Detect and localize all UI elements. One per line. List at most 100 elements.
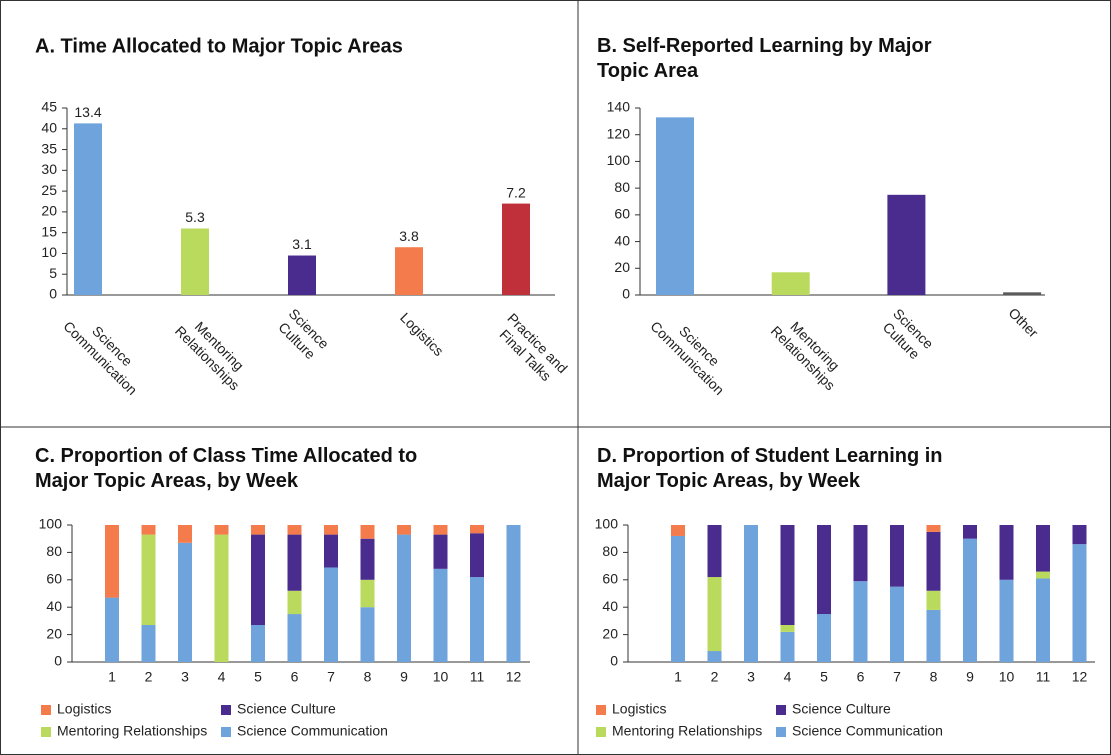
bar-segment [470, 533, 484, 578]
bar-segment [1036, 525, 1050, 572]
x-tick-label: 12 [1072, 669, 1088, 685]
y-tick-label: 100 [607, 152, 631, 168]
y-tick-label: 0 [622, 286, 630, 302]
bar-segment [324, 534, 338, 568]
bar-annotation: 3.1 [292, 236, 312, 252]
bar-segment [890, 586, 904, 662]
bar-segment [433, 534, 448, 569]
bar-segment [433, 568, 448, 662]
bar [181, 228, 209, 295]
x-tick-label: 3 [747, 669, 755, 685]
x-tick-group: MentoringRelationships [768, 310, 851, 393]
x-tick-label: 5 [254, 669, 262, 685]
bar-segment [360, 607, 375, 662]
y-tick-label: 10 [41, 244, 57, 260]
bar-segment [178, 542, 192, 662]
bar-segment [1036, 571, 1050, 579]
x-tick-label: 10 [433, 669, 449, 685]
bar-segment [105, 525, 119, 598]
x-tick-label: 7 [327, 669, 335, 685]
x-tick-group: ScienceCulture [880, 305, 937, 362]
bar [502, 203, 530, 295]
x-tick-group: Practice andFinal Talks [493, 310, 571, 388]
bar-segment [671, 535, 685, 662]
legend-swatch [41, 727, 51, 737]
bar-segment [926, 531, 941, 591]
bar-segment [707, 577, 722, 652]
x-tick-label: MentoringRelationships [768, 310, 851, 393]
x-tick-group: MentoringRelationships [172, 310, 255, 393]
y-tick-label: 0 [610, 653, 618, 669]
y-tick-label: 20 [614, 259, 630, 275]
y-tick-label: 20 [46, 625, 62, 641]
bar-segment [251, 625, 265, 662]
bar-segment [397, 525, 411, 535]
bar-segment [853, 581, 868, 662]
legend-label: Mentoring Relationships [57, 723, 207, 739]
chart-title: C. Proportion of Class Time Allocated to… [35, 445, 417, 492]
bar-segment [360, 525, 375, 539]
legend-label: Science Communication [792, 723, 943, 739]
bar-segment [360, 579, 375, 608]
legend-label: Logistics [57, 701, 111, 717]
bar-segment [141, 625, 156, 662]
bar-annotation: 5.3 [185, 209, 205, 225]
x-tick-label: Practice andFinal Talks [493, 310, 571, 388]
bar-segment [470, 577, 484, 662]
x-tick-label: Logistics [397, 309, 447, 359]
bar-segment [178, 525, 192, 543]
y-tick-label: 60 [46, 571, 62, 587]
y-tick-label: 25 [41, 182, 57, 198]
bar-segment [926, 525, 941, 532]
y-tick-label: 120 [607, 125, 631, 141]
bar-segment [744, 525, 758, 662]
chart-title: A. Time Allocated to Major Topic Areas [35, 35, 403, 57]
x-tick-group: ScienceCommunication [648, 318, 728, 398]
bar-segment [707, 651, 722, 662]
x-tick-label: 9 [400, 669, 408, 685]
bar [74, 123, 102, 296]
y-tick-label: 15 [41, 223, 57, 239]
y-tick-label: 140 [607, 99, 631, 115]
y-tick-label: 45 [41, 99, 57, 115]
bar-segment [999, 525, 1014, 580]
y-tick-label: 60 [614, 206, 630, 222]
y-tick-label: 100 [39, 516, 63, 532]
x-tick-label: ScienceCulture [274, 305, 333, 364]
bar-segment [671, 525, 685, 536]
bar-segment [397, 534, 411, 662]
legend-swatch [776, 727, 786, 737]
bar-segment [360, 538, 375, 580]
x-tick-label: 5 [820, 669, 828, 685]
x-tick-label: 12 [506, 669, 522, 685]
x-tick-group: Other [1005, 305, 1041, 341]
y-tick-label: 40 [41, 119, 57, 135]
x-tick-label: 6 [857, 669, 865, 685]
y-tick-label: 20 [41, 203, 57, 219]
bar [1003, 292, 1042, 295]
x-tick-label: 9 [966, 669, 974, 685]
x-tick-label: MentoringRelationships [172, 310, 255, 393]
bar-segment [287, 590, 302, 615]
x-tick-label: 1 [108, 669, 116, 685]
x-tick-label: 3 [181, 669, 189, 685]
bar-segment [853, 525, 868, 582]
bar-segment [287, 534, 302, 591]
bar-segment [214, 534, 229, 662]
legend-swatch [596, 705, 606, 715]
y-tick-label: 40 [614, 232, 630, 248]
legend-label: Science Communication [237, 723, 388, 739]
bar-annotation: 7.2 [506, 184, 526, 200]
x-tick-label: 7 [893, 669, 901, 685]
y-tick-label: 35 [41, 140, 57, 156]
legend-label: Science Culture [237, 701, 336, 717]
bar [288, 255, 316, 295]
y-tick-label: 0 [49, 286, 57, 302]
x-tick-label: 8 [930, 669, 938, 685]
y-tick-label: 0 [54, 653, 62, 669]
x-tick-group: Logistics [397, 309, 447, 359]
bar-segment [707, 525, 722, 578]
legend-swatch [596, 727, 606, 737]
bar-segment [817, 525, 831, 615]
